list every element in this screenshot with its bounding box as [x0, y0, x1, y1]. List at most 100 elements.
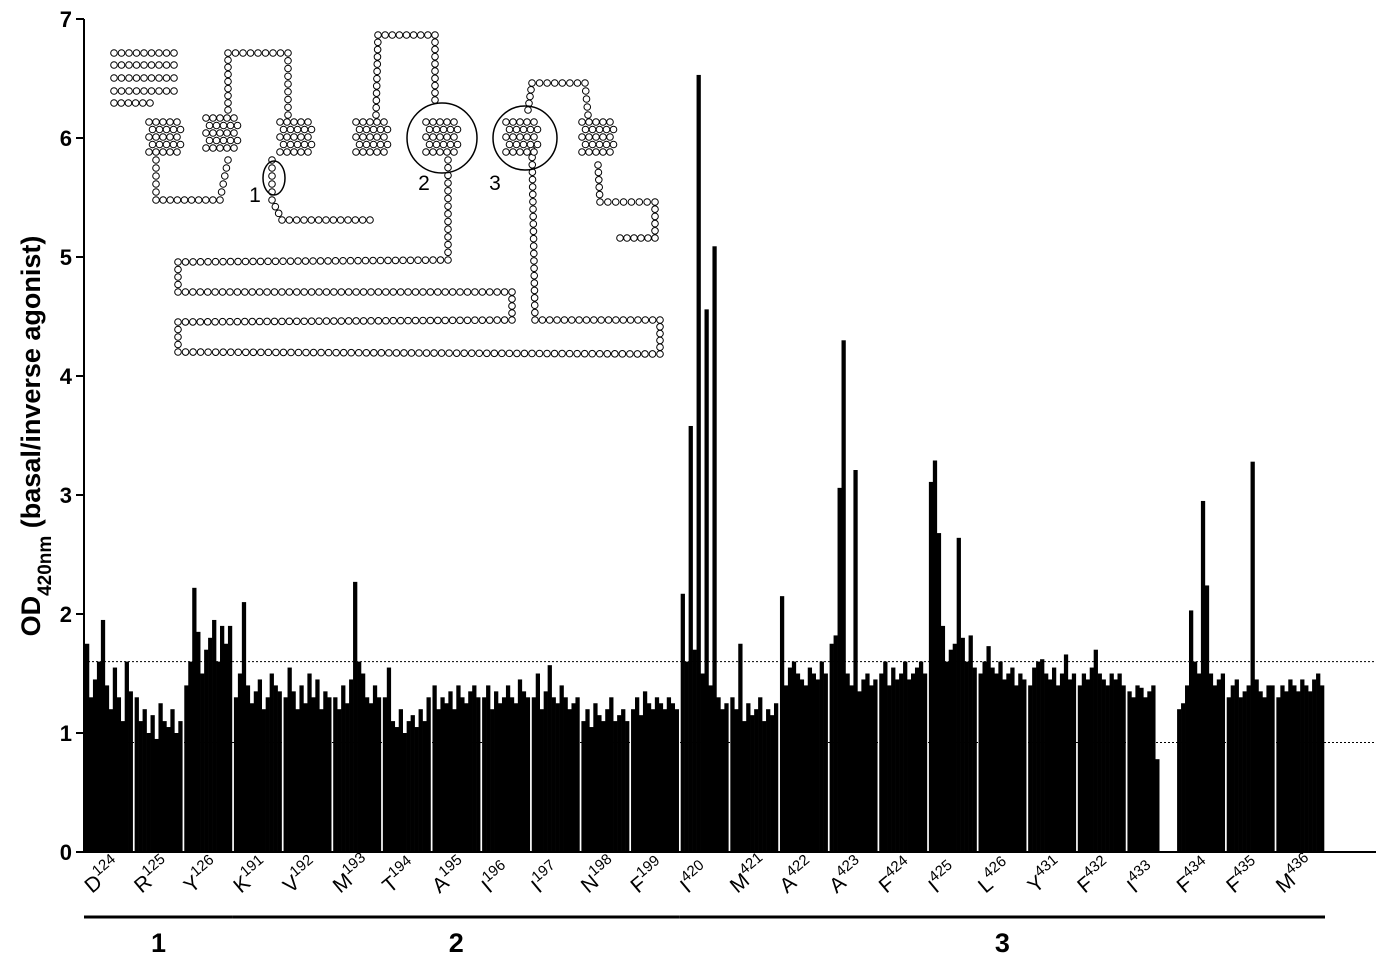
- bar: [1308, 691, 1313, 852]
- residue-dot: [439, 125, 448, 134]
- bar: [386, 667, 392, 852]
- residue-dot: [233, 288, 242, 296]
- residue-dot: [609, 140, 618, 149]
- residue-dot: [373, 53, 382, 61]
- bar: [1139, 687, 1144, 852]
- bar: [635, 697, 640, 852]
- residue-dot: [174, 265, 182, 274]
- residue-dot: [443, 148, 451, 156]
- residue-dot: [170, 49, 178, 57]
- bar: [444, 703, 449, 852]
- residue-dot: [286, 257, 295, 265]
- residue-dot: [374, 317, 383, 325]
- residue-dot: [366, 148, 374, 156]
- residue-dot: [502, 133, 510, 141]
- bar: [593, 703, 598, 852]
- residue-dot: [226, 121, 235, 130]
- bar: [88, 697, 94, 852]
- residue-dot: [117, 99, 125, 107]
- bar: [490, 709, 495, 852]
- residue-dot: [529, 227, 538, 236]
- bar: [1048, 679, 1053, 852]
- bar: [807, 667, 813, 852]
- residue-dot: [500, 288, 509, 296]
- bar: [638, 715, 644, 852]
- residue-dot: [404, 288, 412, 296]
- residue-dot: [512, 140, 521, 149]
- bar: [787, 667, 793, 852]
- bar: [968, 635, 973, 852]
- residue-dot: [284, 49, 292, 57]
- bar: [716, 697, 721, 852]
- bar: [547, 665, 552, 852]
- bar: [1212, 685, 1218, 852]
- bar: [1196, 673, 1202, 852]
- bar: [1089, 667, 1094, 852]
- residue-dot: [147, 61, 156, 69]
- bar: [940, 625, 946, 852]
- bar: [1155, 759, 1160, 852]
- bar: [1284, 691, 1289, 852]
- bar: [333, 697, 338, 852]
- residue-dot: [599, 148, 607, 156]
- residue-dot: [637, 234, 645, 242]
- residue-dot: [110, 99, 118, 107]
- bar: [899, 673, 904, 852]
- residue-dot: [159, 118, 167, 126]
- residue-dot: [373, 74, 381, 83]
- residue-dot: [234, 348, 243, 357]
- residue-dot: [110, 87, 118, 95]
- bar: [1242, 691, 1247, 852]
- bar: [1296, 691, 1301, 852]
- x-tick-label: I196: [474, 857, 516, 898]
- bar: [1032, 667, 1037, 852]
- residue-dot: [575, 316, 583, 324]
- residue-dot: [155, 140, 164, 149]
- residue-dot: [209, 129, 217, 137]
- bar: [531, 697, 537, 852]
- residue-dot: [249, 257, 257, 266]
- residue-dot: [369, 140, 378, 149]
- residue-dot: [419, 316, 427, 325]
- residue-dot: [580, 349, 589, 358]
- residue-dot: [344, 288, 353, 296]
- residue-dot: [285, 317, 294, 326]
- residue-dot: [389, 288, 398, 296]
- residue-dot: [588, 125, 597, 134]
- bar: [700, 673, 705, 852]
- residue-dot: [409, 31, 418, 39]
- residue-dot: [148, 140, 157, 149]
- residue-dot: [279, 140, 288, 149]
- residue-dot: [443, 133, 451, 141]
- bar: [539, 709, 544, 852]
- residue-dot: [174, 333, 182, 341]
- residue-dot: [370, 349, 378, 357]
- residue-dot: [456, 288, 464, 296]
- residue-dot: [611, 350, 619, 358]
- residue-dot: [513, 349, 521, 358]
- residue-dot: [352, 317, 360, 325]
- residue-dot: [380, 148, 388, 156]
- bar: [1006, 673, 1011, 852]
- residue-dot: [332, 348, 340, 357]
- x-tick-label: Y126: [176, 851, 224, 898]
- residue-dot: [460, 349, 468, 357]
- bar: [1085, 679, 1091, 852]
- bar: [192, 587, 197, 852]
- residue-dot: [174, 273, 182, 281]
- residue-dot: [582, 316, 591, 324]
- residue-dot: [478, 288, 487, 296]
- residue-dot: [444, 186, 452, 195]
- residue-dot: [176, 140, 185, 149]
- residue-dot: [475, 349, 484, 358]
- residue-dot: [124, 99, 133, 107]
- bar: [501, 697, 507, 852]
- residue-dot: [359, 148, 367, 156]
- bar: [1014, 685, 1019, 852]
- residue-dot: [599, 118, 607, 126]
- residue-dot: [373, 148, 381, 156]
- residue-dot: [302, 348, 310, 357]
- bar: [754, 709, 759, 852]
- bar: [92, 679, 98, 852]
- bar: [617, 715, 622, 852]
